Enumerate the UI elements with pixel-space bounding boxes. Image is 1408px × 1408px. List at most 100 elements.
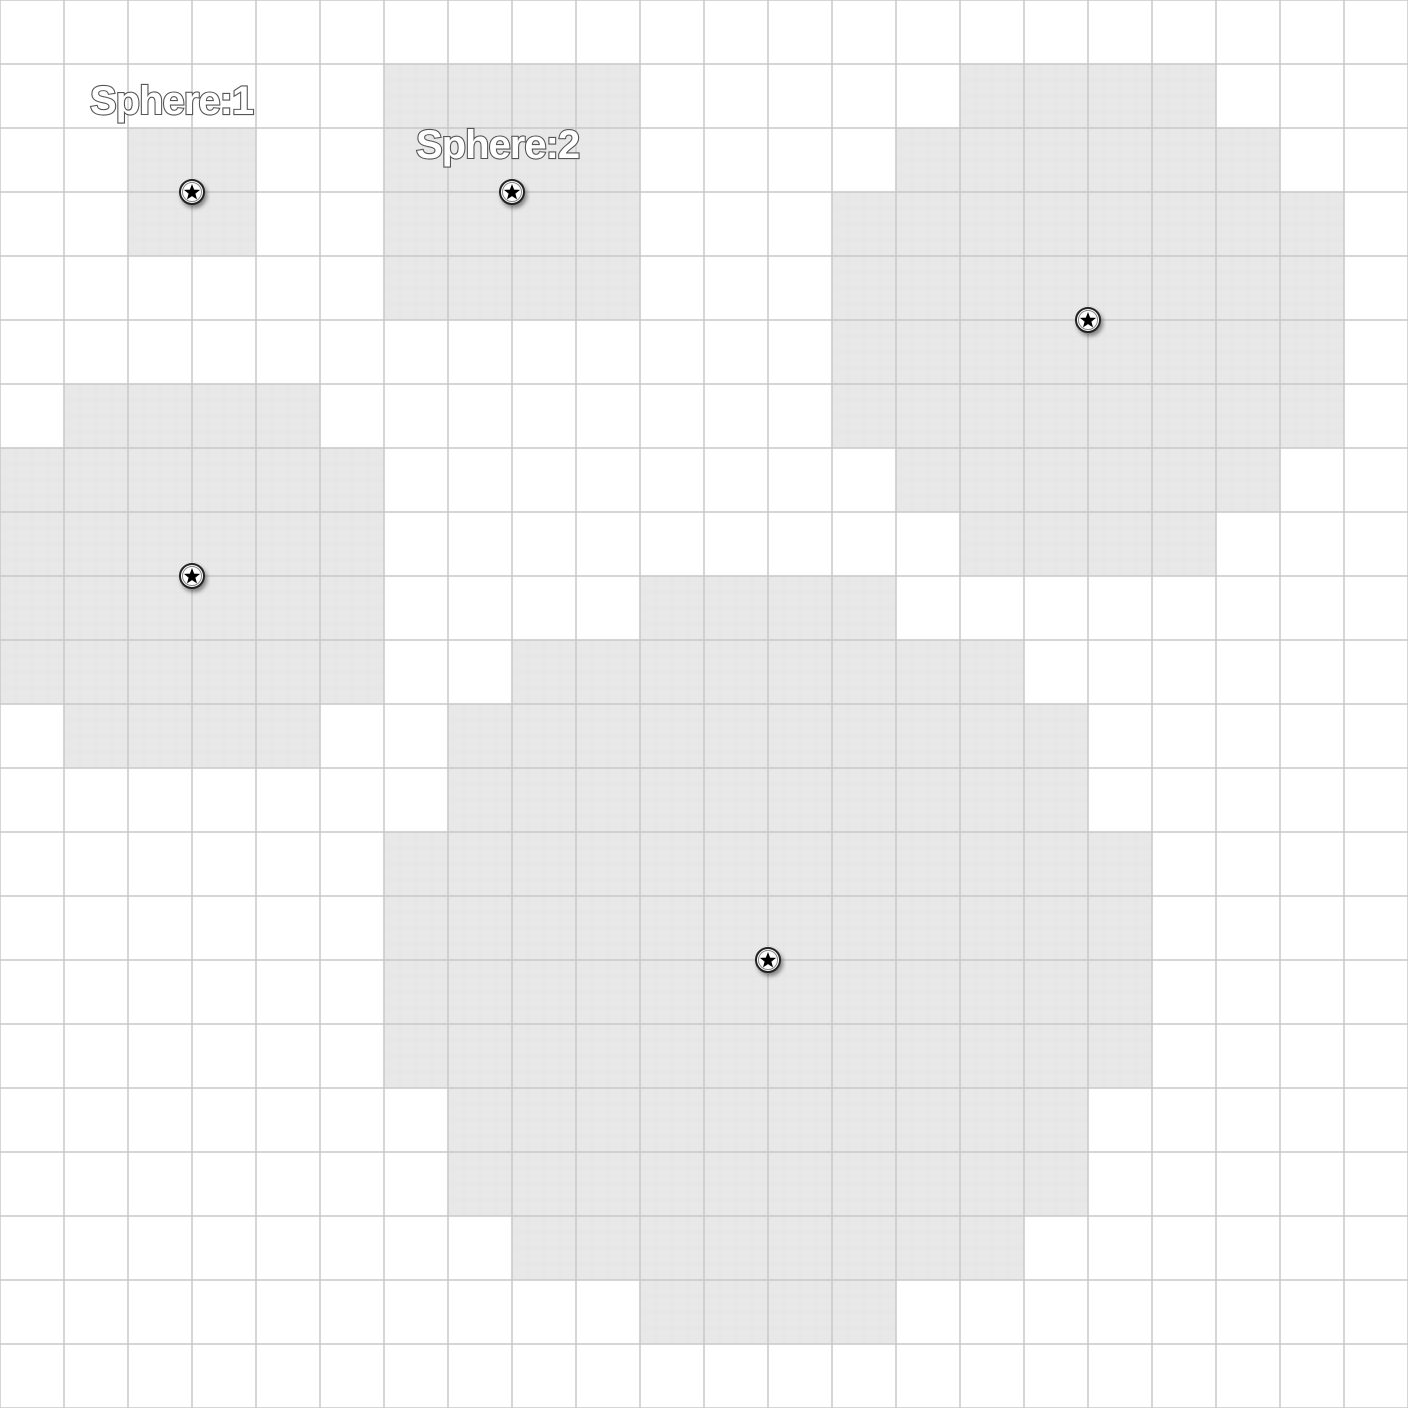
area-cell-subgrid [64, 640, 128, 704]
area-cell-subgrid [1280, 256, 1344, 320]
area-cell-subgrid [1152, 64, 1216, 128]
area-cell-subgrid [1024, 768, 1088, 832]
area-cell-subgrid [704, 832, 768, 896]
area-cell-subgrid [192, 576, 256, 640]
area-cell-subgrid [768, 1216, 832, 1280]
sphere-label: Sphere:1 [90, 79, 254, 123]
area-cell-subgrid [512, 1152, 576, 1216]
area-cell-subgrid [192, 448, 256, 512]
area-cell-subgrid [960, 1216, 1024, 1280]
star-token-icon[interactable] [755, 947, 781, 973]
area-cell-subgrid [1280, 384, 1344, 448]
area-cell-subgrid [768, 1152, 832, 1216]
area-cell-subgrid [768, 640, 832, 704]
area-cell-subgrid [1152, 128, 1216, 192]
area-cell-subgrid [448, 960, 512, 1024]
area-cell-subgrid [0, 576, 64, 640]
area-cell-subgrid [768, 1280, 832, 1344]
area-cell-subgrid [704, 1152, 768, 1216]
area-cell-subgrid [1216, 192, 1280, 256]
area-cell-subgrid [512, 1088, 576, 1152]
star-token-icon[interactable] [1075, 307, 1101, 333]
area-cell-subgrid [512, 896, 576, 960]
area-cell-subgrid [384, 832, 448, 896]
area-cell-subgrid [128, 512, 192, 576]
area-cell-subgrid [256, 640, 320, 704]
area-cell-subgrid [128, 384, 192, 448]
sphere-labels: Sphere:1 Sphere:2 [89, 78, 581, 168]
area-cell-subgrid [576, 960, 640, 1024]
area-cell-subgrid [768, 768, 832, 832]
area-cell-subgrid [640, 1216, 704, 1280]
area-cell-subgrid [320, 640, 384, 704]
area-cell-subgrid [1024, 384, 1088, 448]
sphere-tokens[interactable] [179, 179, 1101, 973]
area-cell-subgrid [704, 640, 768, 704]
area-cell-subgrid [896, 1024, 960, 1088]
star-token-icon[interactable] [499, 179, 525, 205]
area-cell-subgrid [448, 832, 512, 896]
area-cell-subgrid [896, 128, 960, 192]
area-cell-subgrid [832, 1216, 896, 1280]
area-cell-subgrid [1088, 384, 1152, 448]
area-cell-subgrid [960, 384, 1024, 448]
area-cell-subgrid [832, 384, 896, 448]
area-cell-subgrid [1024, 64, 1088, 128]
sphere-label: Sphere:2 [416, 123, 579, 167]
area-cell-subgrid [1216, 448, 1280, 512]
area-cell-subgrid [192, 192, 256, 256]
area-cell-subgrid [704, 1024, 768, 1088]
area-cell-subgrid [576, 1088, 640, 1152]
area-cell-subgrid [0, 640, 64, 704]
area-cell-subgrid [832, 768, 896, 832]
area-cell-subgrid [832, 1088, 896, 1152]
area-cell-subgrid [832, 192, 896, 256]
area-cell-subgrid [640, 768, 704, 832]
area-cell-subgrid [512, 832, 576, 896]
area-cell-subgrid [960, 448, 1024, 512]
area-cell-subgrid [0, 512, 64, 576]
area-cell-subgrid [576, 64, 640, 128]
area-cell-subgrid [896, 1088, 960, 1152]
area-cell-subgrid [128, 640, 192, 704]
area-cell-subgrid [512, 1216, 576, 1280]
area-cell-subgrid [896, 256, 960, 320]
area-cell-subgrid [960, 128, 1024, 192]
area-cell-subgrid [832, 896, 896, 960]
area-cell-subgrid [1088, 320, 1152, 384]
area-cell-subgrid [576, 128, 640, 192]
area-cell-subgrid [896, 384, 960, 448]
area-cell-subgrid [512, 128, 576, 192]
area-cell-subgrid [768, 832, 832, 896]
area-cell-subgrid [576, 896, 640, 960]
area-cell-subgrid [960, 960, 1024, 1024]
area-cell-subgrid [512, 768, 576, 832]
area-cell-subgrid [640, 1024, 704, 1088]
area-cell-subgrid [960, 896, 1024, 960]
area-cell-subgrid [1216, 128, 1280, 192]
area-cell-subgrid [1024, 320, 1088, 384]
area-cell-subgrid [1088, 512, 1152, 576]
area-cell-subgrid [1024, 1024, 1088, 1088]
star-token-icon[interactable] [179, 179, 205, 205]
area-cell-subgrid [1024, 704, 1088, 768]
area-cell-subgrid [1024, 512, 1088, 576]
area-cell-subgrid [576, 704, 640, 768]
star-token-icon[interactable] [179, 563, 205, 589]
area-cell-subgrid [832, 960, 896, 1024]
area-cell-subgrid [448, 128, 512, 192]
area-cell-subgrid [896, 896, 960, 960]
area-cell-subgrid [832, 576, 896, 640]
area-cell-subgrid [832, 256, 896, 320]
area-cell-subgrid [768, 704, 832, 768]
area-cell-subgrid [960, 832, 1024, 896]
area-cell-subgrid [0, 448, 64, 512]
area-cell-subgrid [640, 1280, 704, 1344]
area-cell-subgrid [704, 1216, 768, 1280]
area-cell-subgrid [448, 256, 512, 320]
area-cell-subgrid [896, 640, 960, 704]
area-cell-subgrid [448, 704, 512, 768]
area-cell-subgrid [640, 832, 704, 896]
area-cell-subgrid [448, 768, 512, 832]
